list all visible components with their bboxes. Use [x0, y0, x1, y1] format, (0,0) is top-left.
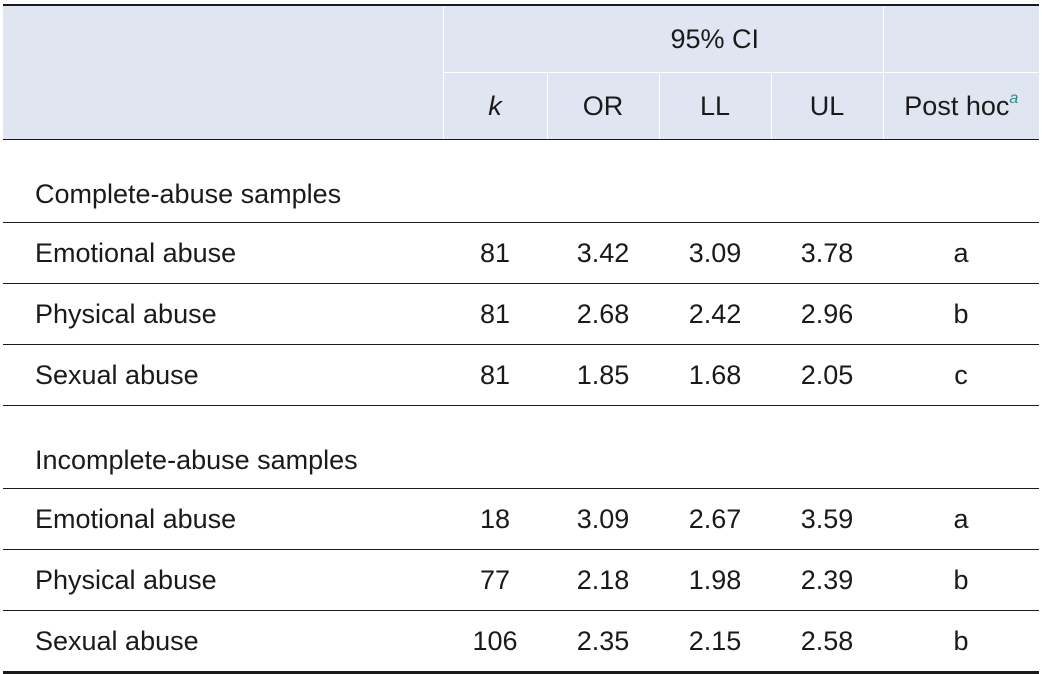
cell-or: 2.68 [547, 283, 659, 345]
cell-k: 77 [443, 549, 547, 611]
header-corner-cell [3, 6, 443, 73]
row-label: Emotional abuse [3, 222, 443, 284]
table-body: Complete-abuse samples Emotional abuse 8… [3, 139, 1040, 674]
cell-ll: 1.68 [659, 344, 771, 406]
cell-ll: 1.98 [659, 549, 771, 611]
cell-ll: 2.42 [659, 283, 771, 345]
cell-or: 2.18 [547, 549, 659, 611]
cell-posthoc: b [883, 610, 1040, 674]
posthoc-label: Post hoc [904, 91, 1010, 121]
table-row: Sexual abuse 106 2.35 2.15 2.58 b [3, 610, 1040, 674]
header-label-cell [3, 72, 443, 140]
cell-posthoc: a [883, 488, 1040, 550]
row-label: Physical abuse [3, 549, 443, 611]
table-header: 95% CI k OR LL UL Post hoca [3, 6, 1040, 140]
cell-ul: 2.58 [771, 610, 884, 674]
cell-ul: 2.39 [771, 549, 884, 611]
column-header-posthoc: Post hoca [882, 72, 1040, 140]
cell-k: 81 [443, 222, 547, 284]
section-title: Incomplete-abuse samples [3, 405, 1040, 489]
table-row: Sexual abuse 81 1.85 1.68 2.05 c [3, 344, 1040, 406]
row-label: Sexual abuse [3, 610, 443, 674]
row-label: Emotional abuse [3, 488, 443, 550]
row-label: Sexual abuse [3, 344, 443, 406]
header-spacer-posthoc [882, 6, 1040, 73]
cell-posthoc: b [883, 283, 1040, 345]
cell-ul: 2.96 [771, 283, 884, 345]
table-row: Emotional abuse 81 3.42 3.09 3.78 a [3, 222, 1040, 284]
cell-ll: 3.09 [659, 222, 771, 284]
header-row-columns: k OR LL UL Post hoca [3, 72, 1040, 140]
row-label: Physical abuse [3, 283, 443, 345]
section-title: Complete-abuse samples [3, 139, 1040, 223]
section-row: Complete-abuse samples [3, 139, 1040, 223]
cell-or: 2.35 [547, 610, 659, 674]
cell-k: 81 [443, 283, 547, 345]
column-header-ll: LL [658, 72, 771, 140]
table-row: Emotional abuse 18 3.09 2.67 3.59 a [3, 488, 1040, 550]
cell-or: 3.42 [547, 222, 659, 284]
cell-ll: 2.15 [659, 610, 771, 674]
cell-k: 18 [443, 488, 547, 550]
cell-posthoc: b [883, 549, 1040, 611]
cell-or: 1.85 [547, 344, 659, 406]
section-row: Incomplete-abuse samples [3, 405, 1040, 489]
results-table-container: 95% CI k OR LL UL Post hoca Complete-abu… [3, 4, 1040, 674]
cell-posthoc: a [883, 222, 1040, 284]
cell-k: 106 [443, 610, 547, 674]
cell-posthoc: c [883, 344, 1040, 406]
cell-or: 3.09 [547, 488, 659, 550]
cell-ul: 3.78 [771, 222, 884, 284]
header-spacer-k [442, 6, 547, 73]
cell-ll: 2.67 [659, 488, 771, 550]
column-header-ul: UL [770, 72, 884, 140]
results-table: 95% CI k OR LL UL Post hoca Complete-abu… [3, 6, 1040, 674]
ci-group-header: 95% CI [547, 6, 884, 73]
cell-k: 81 [443, 344, 547, 406]
table-row: Physical abuse 81 2.68 2.42 2.96 b [3, 283, 1040, 345]
cell-ul: 2.05 [771, 344, 884, 406]
column-header-or: OR [546, 72, 659, 140]
cell-ul: 3.59 [771, 488, 884, 550]
header-row-group: 95% CI [3, 6, 1040, 73]
column-header-k: k [442, 72, 547, 140]
table-row: Physical abuse 77 2.18 1.98 2.39 b [3, 549, 1040, 611]
posthoc-footnote-marker: a [1009, 90, 1019, 107]
